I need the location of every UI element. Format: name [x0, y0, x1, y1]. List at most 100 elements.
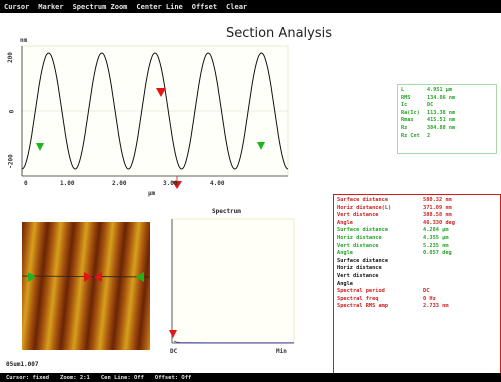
measurement-row: Spectral freq 0 Hz — [337, 296, 497, 304]
stat-key: Ra(Ic) — [401, 109, 420, 116]
measurement-value: 388.58 nm — [423, 212, 452, 219]
profile-xtick-2: 2.00 — [112, 180, 127, 187]
spectrum-x-right: Min — [276, 348, 287, 355]
measurement-value: 4.355 μm — [423, 234, 449, 241]
stat-value: 4.951 μm — [427, 87, 452, 93]
status-center-line: Cen Line: Off — [100, 374, 144, 381]
menu-marker[interactable]: Marker — [38, 2, 64, 11]
stat-row: RMS 134.06 nm — [401, 95, 493, 103]
stat-key: RMS — [401, 94, 411, 101]
menu-spectrum-zoom[interactable]: Spectrum Zoom — [72, 2, 128, 11]
measurement-row: Surface distance — [337, 258, 497, 266]
afm-stripes — [22, 222, 150, 350]
measurement-row: Spectral RMS amp 2.733 nm — [337, 303, 497, 311]
measurement-key: Angle — [337, 219, 353, 226]
measurement-key: Horiz distance — [337, 234, 382, 241]
measurement-key: Vert distance — [337, 272, 379, 279]
stat-row: Ra(Ic) 113.38 nm — [401, 110, 493, 118]
measurement-value: 0.057 deg — [423, 250, 452, 257]
measurement-key: Spectral freq — [337, 295, 379, 302]
measurement-value: 371.09 nm — [423, 204, 452, 211]
measurement-key: Surface distance — [337, 257, 389, 264]
spectrum-area — [171, 218, 295, 344]
measurement-row: Angle 46.330 deg — [337, 220, 497, 228]
measurement-row: Spectral period DC — [337, 288, 497, 296]
spectrum-x-left: DC — [170, 348, 178, 355]
stat-row: Rz Cnt 2 — [401, 133, 493, 141]
measurement-key: Angle — [337, 250, 353, 257]
stat-key: Rz Cnt — [401, 132, 420, 139]
measurement-value: 580.32 nm — [423, 197, 452, 203]
spectrum-red-marker[interactable] — [169, 330, 177, 338]
afm-red-marker-right[interactable] — [94, 272, 102, 282]
menu-clear[interactable]: Clear — [226, 2, 248, 11]
menu-center-line[interactable]: Center Line — [136, 2, 183, 11]
measurement-row: Horiz distance — [337, 265, 497, 273]
profile-xtick-4: 4.00 — [210, 180, 225, 187]
measurement-value: DC — [423, 288, 430, 295]
green-marker-right[interactable] — [257, 142, 265, 150]
red-marker-top[interactable] — [156, 88, 166, 97]
section-profile-plot[interactable]: nm 200 0 -200 0 1.00 2.00 3.00 4.00 μm — [0, 34, 292, 214]
stat-value: 2 — [427, 132, 431, 139]
measurements-panel: Surface distance 580.32 nm Horiz distance… — [333, 194, 501, 374]
roughness-stats-panel: L 4.951 μm RMS 134.06 nm Ic DC Ra(Ic) 113.38… — [397, 84, 497, 154]
menu-cursor[interactable]: Cursor — [4, 2, 30, 11]
measurement-row: Surface distance 4.284 μm — [337, 227, 497, 235]
green-marker-left[interactable] — [36, 143, 44, 151]
profile-xtick-3: 3.00 — [163, 180, 178, 187]
page-title: Section Analysis — [226, 26, 332, 41]
spectrum-line — [173, 340, 294, 344]
profile-line — [21, 52, 289, 170]
profile-svg — [21, 45, 289, 189]
spectrum-title: Spectrum — [212, 208, 241, 215]
menu-offset[interactable]: Offset — [191, 2, 218, 11]
stat-key: L — [401, 87, 405, 93]
stat-value: 415.51 nm — [427, 117, 456, 124]
profile-unit-label: nm — [20, 37, 28, 44]
measurement-value: 0 Hz — [423, 295, 436, 302]
stat-row: Rmax 415.51 nm — [401, 117, 493, 125]
stat-key: Rmax — [401, 117, 414, 124]
profile-xtick-0: 0 — [24, 180, 28, 187]
measurement-row: Vert distance 5.235 nm — [337, 243, 497, 251]
status-zoom: Zoom: 2:1 — [60, 374, 90, 381]
stat-key: Ic — [401, 102, 408, 109]
measurement-key: Spectral period — [337, 288, 385, 295]
spectrum-svg — [169, 218, 295, 344]
measurement-key: Vert distance — [337, 242, 379, 249]
measurement-key: Horiz distance — [337, 265, 382, 272]
measurement-value: 46.330 deg — [423, 219, 455, 226]
measurement-key: Surface distance — [337, 227, 389, 234]
stat-row: L 4.951 μm — [401, 87, 493, 95]
measurement-value: 2.733 nm — [423, 303, 449, 310]
measurement-row: Horiz distance 4.355 μm — [337, 235, 497, 243]
measurement-key: Horiz distance(L) — [337, 204, 392, 211]
measurement-row: Angle — [337, 281, 497, 289]
spectrum-plot[interactable]: DC Min — [168, 217, 298, 357]
afm-image[interactable] — [22, 222, 150, 350]
measurement-value: 5.235 nm — [423, 242, 449, 249]
status-bar: Cursor: fixed Zoom: 2:1 Cen Line: Off Of… — [0, 373, 501, 382]
status-cursor: Cursor: fixed — [6, 374, 50, 381]
measurement-row: Vert distance 388.58 nm — [337, 212, 497, 220]
measurement-key: Vert distance — [337, 212, 379, 219]
measurement-value: 4.284 μm — [423, 227, 449, 234]
profile-xtick-1: 1.00 — [60, 180, 75, 187]
afm-red-marker-left[interactable] — [84, 272, 92, 282]
measurement-row: Vert distance — [337, 273, 497, 281]
afm-green-marker-left[interactable] — [28, 272, 36, 282]
image-filename: 05um1.007 — [6, 361, 39, 368]
red-marker-bottom[interactable] — [172, 181, 182, 189]
status-offset: Offset: Off — [154, 374, 192, 381]
stat-row: Ic DC — [401, 102, 493, 110]
measurement-key: Angle — [337, 280, 353, 287]
stat-row: Rz 384.88 nm — [401, 125, 493, 133]
afm-green-marker-right[interactable] — [136, 272, 144, 282]
stat-value: DC — [427, 102, 434, 109]
menu-bar: Cursor Marker Spectrum Zoom Center Line … — [0, 0, 501, 13]
stat-value: 384.88 nm — [427, 124, 456, 131]
measurement-row: Angle 0.057 deg — [337, 250, 497, 258]
measurement-key: Surface distance — [337, 197, 389, 203]
measurement-key: Spectral RMS amp — [337, 303, 389, 310]
